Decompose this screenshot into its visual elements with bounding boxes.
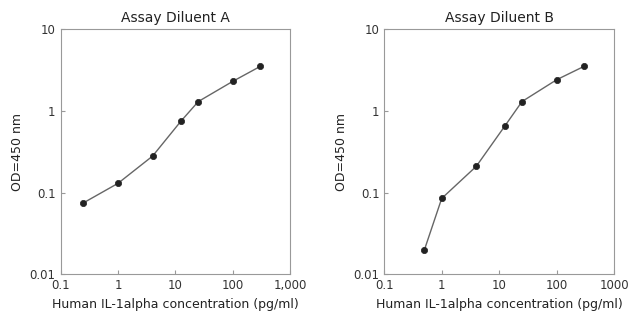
X-axis label: Human IL-1alpha concentration (pg/ml): Human IL-1alpha concentration (pg/ml): [376, 298, 623, 311]
Y-axis label: OD=450 nm: OD=450 nm: [11, 113, 24, 191]
Y-axis label: OD=450 nm: OD=450 nm: [335, 113, 348, 191]
Title: Assay Diluent A: Assay Diluent A: [121, 11, 230, 25]
X-axis label: Human IL-1alpha concentration (pg/ml): Human IL-1alpha concentration (pg/ml): [52, 298, 299, 311]
Title: Assay Diluent B: Assay Diluent B: [445, 11, 554, 25]
